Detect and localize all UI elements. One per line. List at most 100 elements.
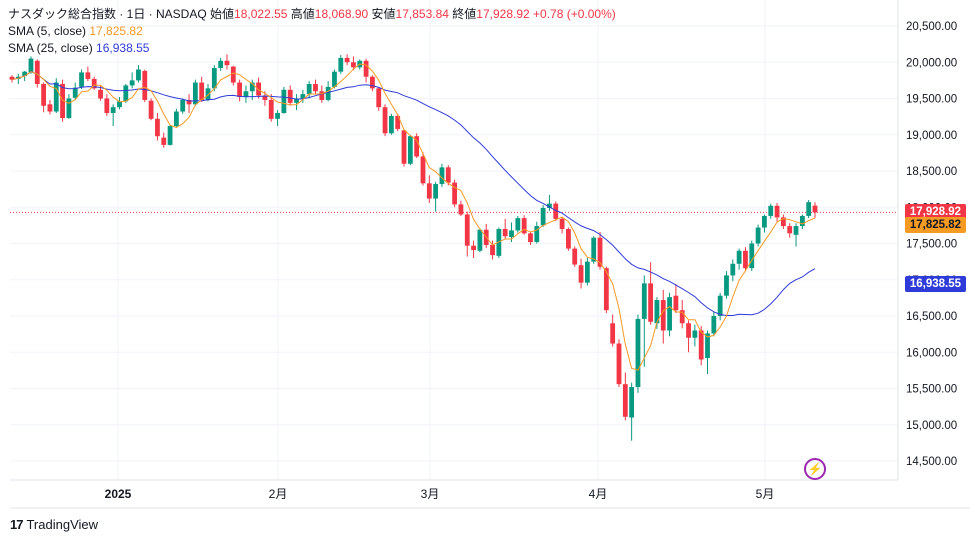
high-value: 18,068.90 [314, 7, 369, 21]
candle-body [306, 84, 312, 95]
candle-body [458, 204, 464, 215]
candle-body [407, 136, 413, 164]
candle-body [540, 207, 546, 226]
candle-body [199, 82, 205, 100]
candle-body [230, 66, 236, 83]
candle-body [148, 100, 154, 119]
brand-name: TradingView [26, 517, 99, 532]
candle-body [610, 323, 616, 344]
candle-body [464, 214, 470, 246]
lightning-icon[interactable]: ⚡ [804, 458, 826, 480]
candle-body [34, 60, 40, 84]
candle-body [433, 184, 439, 199]
open-value: 18,022.55 [234, 7, 288, 21]
candle-body [502, 229, 508, 237]
candle-body [471, 245, 476, 251]
candle-body [490, 244, 495, 256]
candle-body [72, 87, 78, 98]
candle-body [547, 203, 552, 208]
candle-body [698, 330, 704, 360]
y-tick-label: 20,000.00 [906, 57, 957, 69]
candle-body [218, 60, 224, 69]
y-tick-label: 17,500.00 [906, 239, 957, 251]
candle-body [281, 89, 287, 113]
candle-body [104, 98, 110, 113]
sma25-row[interactable]: SMA (25, close) 16,938.55 [8, 40, 616, 57]
candle-body [597, 237, 603, 267]
candle-body [319, 91, 325, 100]
candle-body [660, 300, 666, 331]
last-price-tag: 17,928.92 [904, 204, 966, 221]
y-tick-label: 20,500.00 [906, 21, 957, 33]
candle-body [509, 230, 514, 237]
candle-body [641, 283, 647, 319]
candle-body [762, 215, 767, 228]
candle-body [376, 88, 382, 108]
candle-body [262, 95, 268, 100]
sma5-row[interactable]: SMA (5, close) 17,825.82 [8, 23, 616, 40]
sma25-price-tag: 16,938.55 [904, 276, 966, 293]
candle-body [812, 205, 818, 213]
candle-body [237, 82, 243, 98]
candle-body [787, 226, 793, 234]
candle-body [572, 248, 578, 265]
axis-ticks: 20,500.00 20,000.00 19,500.00 19,000.00 18,5… [105, 21, 958, 501]
grid [10, 0, 970, 509]
candle-body [180, 99, 186, 112]
candle-body [9, 76, 15, 80]
candle-body [338, 57, 344, 72]
y-tick-label: 16,000.00 [906, 347, 957, 359]
candle-body [363, 60, 369, 77]
candle-body [603, 268, 609, 311]
candle-body [673, 295, 679, 311]
candle-body [98, 89, 103, 99]
close-label: 終値 [452, 7, 477, 21]
candle-body [155, 118, 160, 137]
candle-body [325, 86, 331, 100]
candle-body [705, 333, 710, 359]
candle-body [426, 183, 432, 199]
sma25-line [11, 71, 816, 316]
candle-body [439, 167, 445, 185]
close-value: 17,928.92 [476, 7, 530, 21]
candle-body [186, 99, 192, 105]
candle-body [60, 84, 65, 119]
candle-body [414, 136, 420, 157]
candle-body [66, 98, 72, 119]
candle-body [799, 215, 805, 227]
x-tick-label: 5月 [756, 487, 775, 501]
candle-body [711, 316, 717, 334]
change-value: +0.78 (+0.00%) [533, 7, 616, 21]
tradingview-logo-icon: 17 [10, 517, 24, 532]
candle-body [477, 229, 483, 251]
candle-body [553, 203, 559, 219]
candle-body [167, 126, 173, 145]
candle-body [528, 233, 533, 243]
sma5-line [11, 63, 816, 371]
candle-body [515, 218, 521, 231]
candle-body [521, 218, 527, 234]
y-tick-label: 16,500.00 [906, 311, 957, 323]
candle-body [749, 243, 755, 269]
candle-body [420, 156, 426, 184]
candle-body [591, 237, 597, 262]
candle-body [496, 229, 502, 256]
candle-body [616, 343, 622, 385]
candle-body [806, 202, 812, 216]
footer-brand[interactable]: 17 TradingView [10, 517, 98, 532]
candle-body [648, 283, 654, 322]
candle-body [110, 107, 116, 113]
candle-body [445, 167, 451, 183]
candle-body [584, 261, 590, 283]
candle-body [300, 94, 306, 99]
candle-body [85, 72, 91, 79]
candle-body [129, 80, 135, 86]
chart-legend: ナスダック総合指数 · 1日 · NASDAQ 始値18,022.55 高値18… [8, 6, 616, 57]
x-tick-label: 4月 [589, 487, 608, 501]
candle-body [692, 330, 698, 338]
candle-body [268, 99, 274, 119]
candle-body [256, 82, 261, 96]
candle-body [395, 115, 401, 129]
x-tick-label: 2025 [105, 487, 132, 501]
